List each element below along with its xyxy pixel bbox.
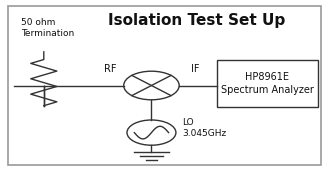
Bar xyxy=(217,60,318,107)
Text: RF: RF xyxy=(104,64,117,74)
Text: Isolation Test Set Up: Isolation Test Set Up xyxy=(109,13,286,28)
Text: HP8961E
Spectrum Analyzer: HP8961E Spectrum Analyzer xyxy=(221,72,314,95)
Text: IF: IF xyxy=(191,64,200,74)
Text: LO
3.045GHz: LO 3.045GHz xyxy=(183,117,227,138)
Text: 50 ohm
Termination: 50 ohm Termination xyxy=(21,18,74,38)
